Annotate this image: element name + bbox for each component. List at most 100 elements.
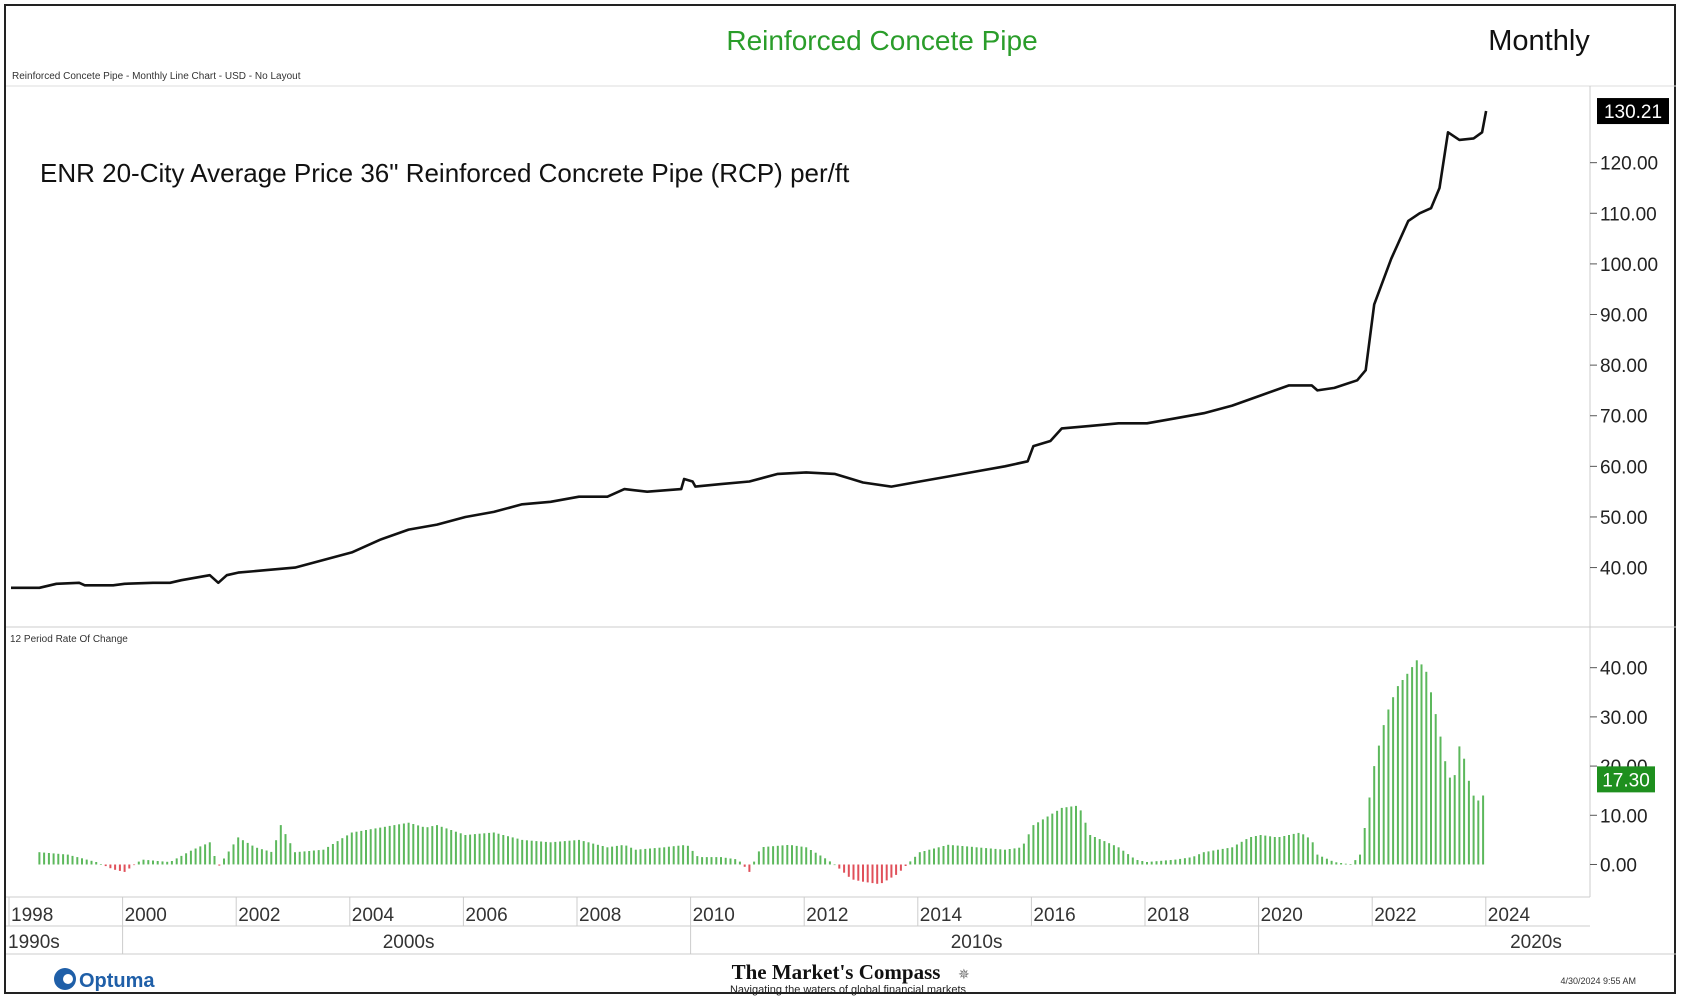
roc-bar	[1467, 780, 1470, 865]
roc-panel-title: 12 Period Rate Of Change	[10, 634, 128, 645]
roc-bar	[57, 853, 60, 865]
roc-bar	[260, 849, 263, 865]
roc-bar	[1325, 858, 1328, 865]
roc-bar	[1458, 746, 1461, 865]
roc-bar	[890, 864, 893, 878]
roc-bar	[596, 844, 599, 865]
roc-bar	[1131, 857, 1134, 865]
roc-bar	[1202, 852, 1205, 865]
roc-bar	[753, 861, 756, 865]
x-decade-label: 2020s	[1510, 932, 1562, 953]
roc-bar	[1207, 851, 1210, 865]
roc-bar	[1406, 673, 1409, 865]
roc-bar	[762, 847, 765, 865]
roc-bar	[1344, 863, 1347, 865]
price-y-tick-label: 100.00	[1600, 255, 1658, 276]
roc-bar	[672, 846, 675, 865]
roc-bar	[1264, 835, 1267, 865]
roc-bar	[469, 834, 472, 865]
roc-bar	[407, 822, 410, 865]
roc-bar	[649, 848, 651, 865]
roc-bar	[947, 844, 950, 865]
roc-bar	[653, 848, 656, 865]
roc-bar	[606, 847, 609, 865]
roc-bar	[502, 835, 505, 865]
roc-bar	[1420, 664, 1423, 865]
roc-bar	[360, 830, 363, 865]
roc-bar	[511, 837, 514, 865]
roc-bar	[809, 850, 812, 865]
roc-bar	[346, 835, 349, 865]
roc-bar	[904, 864, 907, 866]
roc-bar	[895, 864, 898, 875]
roc-bar	[989, 848, 992, 865]
roc-bar	[611, 846, 614, 865]
roc-bar	[1235, 844, 1238, 865]
roc-bar	[308, 851, 311, 865]
roc-bar	[398, 824, 401, 865]
roc-bar	[639, 849, 642, 865]
roc-bar	[1084, 822, 1087, 865]
roc-y-tick-label: 30.00	[1600, 708, 1648, 729]
roc-bar	[871, 864, 874, 884]
roc-bar	[554, 841, 557, 865]
x-year-label: 2016	[1033, 905, 1075, 926]
roc-bar	[573, 840, 576, 865]
compass-icon: ✵	[958, 966, 970, 982]
price-y-tick-label: 50.00	[1600, 508, 1648, 529]
roc-bar	[748, 864, 751, 872]
x-axis-years: 1998 2000 2002 2004 2006 2008 2010 2012 2014 2016…	[8, 897, 1531, 926]
roc-bar	[767, 846, 770, 865]
roc-bar	[1098, 839, 1101, 865]
roc-bar	[412, 824, 415, 865]
roc-bar	[1269, 836, 1272, 865]
roc-bar	[279, 825, 282, 865]
x-year-label: 2006	[465, 905, 507, 926]
roc-bar	[1387, 709, 1390, 865]
roc-bar	[686, 845, 689, 865]
roc-bar	[298, 851, 301, 865]
roc-bar	[90, 860, 93, 865]
roc-bar	[374, 828, 377, 865]
roc-bar	[705, 857, 708, 865]
roc-bar	[232, 844, 235, 865]
roc-bar	[933, 848, 935, 865]
price-y-tick-label: 110.00	[1600, 204, 1657, 225]
roc-bar	[365, 830, 367, 865]
roc-bar	[592, 843, 595, 865]
roc-bar	[757, 851, 760, 865]
roc-bar	[559, 841, 562, 865]
roc-bar	[724, 857, 727, 865]
roc-bar	[838, 864, 841, 869]
roc-bar	[1193, 856, 1196, 865]
roc-bar	[246, 842, 249, 865]
roc-bar	[544, 841, 547, 865]
roc-bar	[743, 864, 746, 867]
roc-bar	[450, 830, 453, 865]
x-year-label: 2002	[238, 905, 280, 926]
roc-bar	[961, 846, 964, 865]
roc-bar	[1444, 761, 1447, 865]
roc-bar	[1183, 858, 1186, 865]
roc-bar	[1463, 758, 1466, 865]
roc-bar	[833, 864, 836, 866]
publisher-name: The Market's Compass	[732, 960, 941, 984]
roc-bar	[696, 856, 699, 865]
roc-bar	[862, 864, 864, 882]
roc-bar	[549, 842, 552, 865]
price-y-axis: 40.00 50.00 60.00 70.00 80.00 90.00 100.00 110.…	[1590, 154, 1658, 580]
roc-bar	[980, 847, 983, 865]
roc-bar	[1112, 845, 1115, 865]
roc-bar	[1283, 836, 1286, 865]
price-y-tick-label: 90.00	[1600, 306, 1648, 327]
roc-bar	[970, 846, 973, 865]
roc-bar	[1411, 667, 1414, 865]
roc-bar	[1401, 680, 1404, 865]
roc-bar	[289, 843, 292, 865]
roc-bar	[1373, 766, 1376, 865]
roc-bar	[1108, 843, 1111, 865]
roc-bar	[715, 857, 718, 865]
roc-bar	[284, 834, 287, 865]
price-y-tick-label: 80.00	[1600, 356, 1648, 377]
roc-bar	[1032, 825, 1035, 865]
